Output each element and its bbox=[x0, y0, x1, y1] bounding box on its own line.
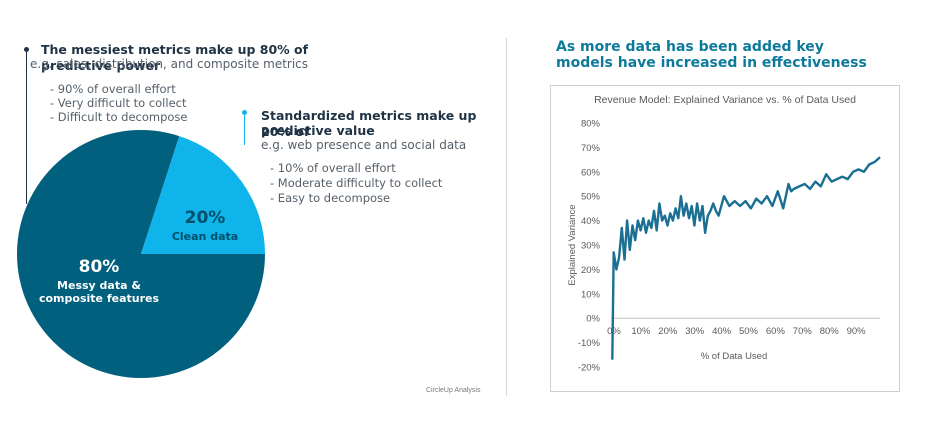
bullet-dot-messy bbox=[24, 47, 29, 52]
messy-subheading: e.g. sales, distribution, and composite … bbox=[30, 57, 309, 71]
x-tick-label: 10% bbox=[631, 326, 651, 337]
y-tick-label: 50% bbox=[581, 192, 601, 203]
connector-line-standardized bbox=[244, 115, 245, 145]
standardized-item-3: - Easy to decompose bbox=[270, 191, 391, 205]
x-tick-label: 40% bbox=[712, 326, 732, 337]
pie-chart: 80% Messy data & composite features 20% … bbox=[16, 130, 265, 378]
standardized-subheading: e.g. web presence and social data bbox=[261, 138, 467, 152]
messy-item-2: - Very difficult to collect bbox=[50, 96, 187, 110]
x-axis-title: % of Data Used bbox=[701, 351, 768, 362]
y-axis-title: Explained Variance bbox=[567, 204, 578, 285]
standardized-heading-line-1: Standardized metrics make up 20% of bbox=[261, 108, 477, 139]
pie-label-messy-percent: 80% bbox=[79, 257, 120, 277]
y-tick-label: 20% bbox=[581, 265, 601, 276]
series-line bbox=[611, 156, 881, 360]
x-tick-label: 80% bbox=[820, 326, 840, 337]
standardized-heading-line-2: predictive value bbox=[261, 123, 375, 138]
pie-slice-clean bbox=[141, 136, 265, 254]
pie-slice-messy bbox=[16, 130, 265, 378]
source-note: CircleUp Analysis bbox=[426, 387, 481, 394]
y-tick-label: 0% bbox=[586, 314, 600, 325]
y-tick-label: 30% bbox=[581, 241, 601, 252]
right-title-line-1: As more data has been added key bbox=[556, 39, 824, 55]
x-tick-label: 50% bbox=[739, 326, 759, 337]
x-tick-label: 20% bbox=[658, 326, 678, 337]
chart-title: Revenue Model: Explained Variance vs. % … bbox=[594, 94, 856, 106]
x-tick-label: 0% bbox=[607, 326, 621, 337]
y-tick-label: 70% bbox=[581, 143, 601, 154]
connector-line-messy bbox=[26, 52, 27, 204]
standardized-item-2: - Moderate difficulty to collect bbox=[270, 176, 443, 190]
vertical-divider bbox=[506, 38, 507, 396]
y-tick-label: 80% bbox=[581, 119, 601, 130]
messy-item-1: - 90% of overall effort bbox=[50, 82, 176, 96]
bullet-dot-standardized bbox=[242, 110, 247, 115]
messy-heading: The messiest metrics make up 80% of pred… bbox=[41, 42, 309, 73]
right-title-line-2: models have increased in effectiveness bbox=[556, 55, 867, 71]
x-tick-label: 70% bbox=[793, 326, 813, 337]
line-chart-frame bbox=[550, 85, 900, 392]
messy-item-3: - Difficult to decompose bbox=[50, 110, 188, 124]
x-tick-label: 30% bbox=[685, 326, 705, 337]
x-tick-label: 90% bbox=[847, 326, 867, 337]
pie-label-clean-line-1: Clean data bbox=[172, 230, 238, 243]
x-tick-label: 60% bbox=[766, 326, 786, 337]
y-tick-label: 40% bbox=[581, 216, 601, 227]
pie-label-messy-line-1: Messy data & bbox=[57, 279, 141, 292]
pie-label-clean-percent: 20% bbox=[185, 208, 226, 228]
pie-label-messy-line-2: composite features bbox=[39, 292, 159, 305]
standardized-item-1: - 10% of overall effort bbox=[270, 161, 396, 175]
right-title: As more data has been added key models h… bbox=[556, 39, 876, 71]
y-tick-label: 10% bbox=[581, 289, 601, 300]
y-tick-label: -10% bbox=[578, 338, 601, 349]
y-tick-label: 60% bbox=[581, 167, 601, 178]
y-tick-label: -20% bbox=[578, 363, 601, 374]
